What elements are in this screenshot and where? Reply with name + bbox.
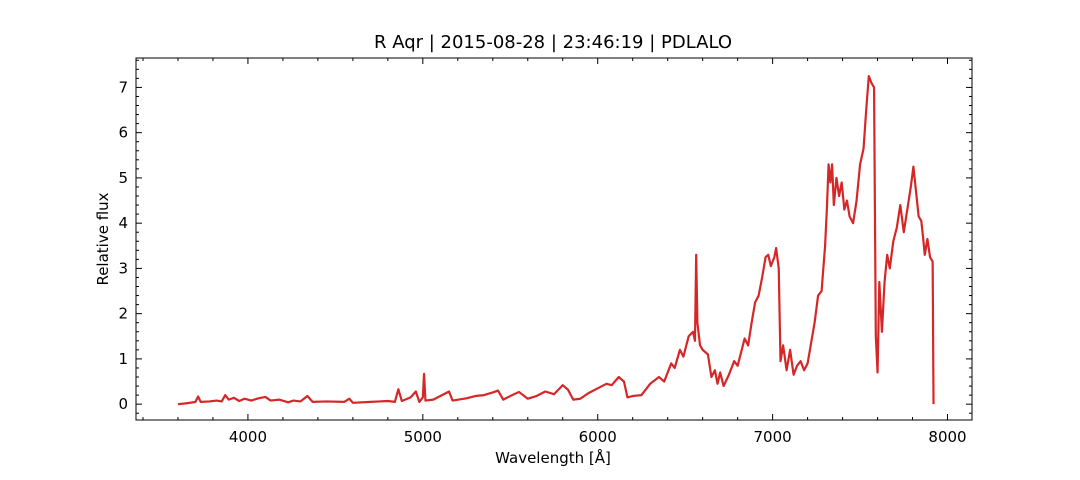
x-tick-label: 5000 [404,428,442,446]
y-tick-label: 0 [118,395,128,413]
x-tick-label: 7000 [754,428,792,446]
y-tick-label: 3 [118,259,128,277]
y-tick-label: 7 [118,78,128,96]
chart-title: R Aqr | 2015-08-28 | 23:46:19 | PDLALO [374,32,732,53]
plot-area: 4000 5000 6000 7000 8000 0 1 2 3 4 5 6 7 [118,57,973,446]
y-tick-label: 1 [118,350,128,368]
x-tick-label: 6000 [579,428,617,446]
y-tick-label: 4 [118,214,128,232]
y-tick-label: 2 [118,305,128,323]
y-axis-label: Relative flux [94,192,112,285]
x-tick-label: 4000 [229,428,267,446]
y-tick-label: 6 [118,124,128,142]
plot-frame [135,57,973,421]
x-axis-label: Wavelength [Å] [495,448,611,467]
y-tick-label: 5 [118,169,128,187]
series-line-0 [177,75,935,406]
x-tick-label: 8000 [928,428,966,446]
